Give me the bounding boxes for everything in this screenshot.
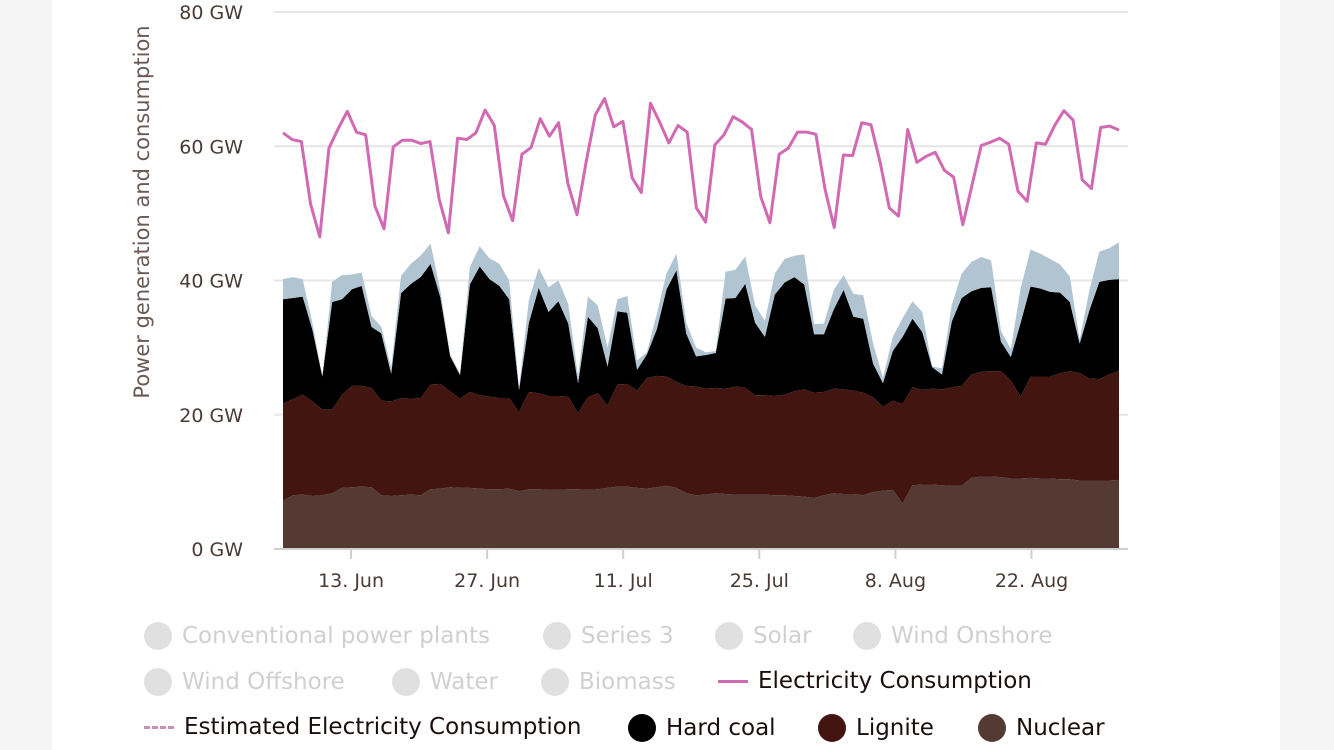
- legend-circle-icon: [818, 714, 846, 742]
- legend-label: Conventional power plants: [182, 623, 490, 649]
- x-tick-label: 11. Jul: [594, 570, 653, 592]
- legend-item-wind-onshore[interactable]: Wind Onshore: [853, 622, 1053, 650]
- x-axis: 13. Jun 27. Jun 11. Jul 25. Jul 8. Aug 22. Au…: [274, 548, 1128, 592]
- x-tick-label: 13. Jun: [318, 570, 384, 592]
- legend-label: Estimated Electricity Consumption: [184, 714, 582, 740]
- line-electricity-consumption: [282, 97, 1120, 239]
- x-tick-label: 27. Jun: [454, 570, 520, 592]
- legend-item-hard-coal[interactable]: Hard coal: [628, 714, 776, 742]
- area-series-3: [283, 242, 1119, 390]
- legend-circle-icon: [541, 668, 569, 696]
- legend-circle-icon: [144, 622, 172, 650]
- legend-dashed-line-icon: [144, 725, 174, 729]
- y-tick-label: 20 GW: [179, 405, 243, 427]
- legend-label: Hard coal: [666, 715, 776, 741]
- area-lignite: [283, 370, 1119, 504]
- legend-circle-icon: [144, 668, 172, 696]
- y-tick-label: 60 GW: [179, 136, 243, 158]
- legend-label: Wind Offshore: [182, 669, 345, 695]
- y-tick-label: 40 GW: [179, 271, 243, 293]
- y-tick-label: 0 GW: [191, 539, 243, 561]
- x-tick-label: 8. Aug: [865, 570, 926, 592]
- y-axis-ticks: 0 GW 20 GW 40 GW 60 GW 80 GW: [179, 2, 243, 561]
- legend-label: Biomass: [579, 669, 676, 695]
- legend-item-conventional-power-plants[interactable]: Conventional power plants: [144, 622, 490, 650]
- legend-circle-icon: [628, 714, 656, 742]
- area-nuclear: [283, 476, 1119, 549]
- legend: Conventional power plants Series 3 Solar…: [0, 612, 1334, 750]
- legend-label: Wind Onshore: [891, 623, 1053, 649]
- y-tick-label: 80 GW: [179, 2, 243, 24]
- legend-item-estimated-electricity-consumption[interactable]: Estimated Electricity Consumption: [144, 714, 581, 740]
- legend-label: Lignite: [856, 715, 934, 741]
- area-hard-coal: [283, 263, 1119, 413]
- legend-item-wind-offshore[interactable]: Wind Offshore: [144, 668, 345, 696]
- legend-item-water[interactable]: Water: [392, 668, 498, 696]
- legend-circle-icon: [853, 622, 881, 650]
- legend-item-solar[interactable]: Solar: [715, 622, 812, 650]
- legend-item-lignite[interactable]: Lignite: [818, 714, 934, 742]
- legend-circle-icon: [978, 714, 1006, 742]
- legend-item-biomass[interactable]: Biomass: [541, 668, 676, 696]
- consumption-lines: [282, 97, 1120, 239]
- legend-item-nuclear[interactable]: Nuclear: [978, 714, 1105, 742]
- legend-circle-icon: [543, 622, 571, 650]
- legend-circle-icon: [392, 668, 420, 696]
- stacked-areas: [283, 242, 1119, 549]
- legend-label: Electricity Consumption: [758, 668, 1032, 694]
- y-axis-label: Power generation and consumption: [130, 25, 154, 398]
- legend-item-series-3[interactable]: Series 3: [543, 622, 674, 650]
- legend-label: Solar: [753, 623, 812, 649]
- legend-label: Nuclear: [1016, 715, 1105, 741]
- legend-label: Series 3: [581, 623, 674, 649]
- x-tick-label: 22. Aug: [995, 570, 1068, 592]
- legend-circle-icon: [715, 622, 743, 650]
- legend-line-icon: [718, 679, 748, 683]
- x-tick-label: 25. Jul: [730, 570, 789, 592]
- legend-label: Water: [430, 669, 498, 695]
- legend-item-electricity-consumption[interactable]: Electricity Consumption: [718, 668, 1032, 694]
